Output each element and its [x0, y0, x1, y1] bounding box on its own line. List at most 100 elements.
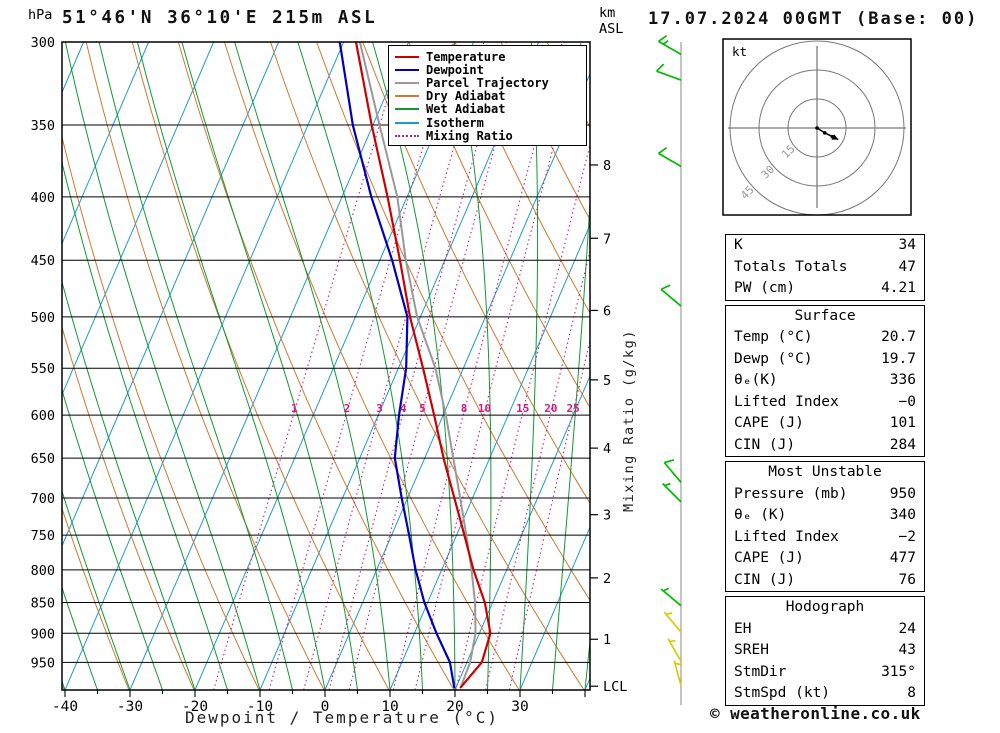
svg-text:450: 450 — [31, 253, 55, 269]
stat-value: 24 — [898, 620, 916, 637]
svg-text:10: 10 — [381, 699, 398, 715]
svg-text:400: 400 — [31, 190, 55, 206]
svg-text:350: 350 — [31, 118, 55, 134]
stat-label: SREH — [734, 642, 769, 658]
hodograph-table: Hodograph EH 24 SREH 43 StmDir 315° StmS… — [725, 596, 925, 706]
svg-text:30: 30 — [511, 699, 528, 715]
legend-item-dewpoint: Dewpoint — [395, 62, 581, 77]
altitude-unit-asl: ASL — [599, 21, 624, 37]
svg-text:2: 2 — [603, 571, 611, 587]
stat-value: 47 — [898, 258, 916, 275]
svg-text:kt: kt — [732, 44, 747, 59]
svg-text:15: 15 — [516, 402, 529, 415]
svg-text:3: 3 — [376, 402, 383, 415]
stat-label: CAPE (J) — [734, 415, 804, 431]
hodograph-table-title: Hodograph — [785, 599, 865, 615]
altitude-unit-km: km — [599, 5, 616, 21]
stats-panel: K 34 Totals Totals 47 PW (cm) 4.21 Surfa… — [725, 234, 925, 710]
stat-label: Totals Totals — [734, 258, 848, 275]
surface-table: Surface Temp (°C) 20.7 Dewp (°C) 19.7 θₑ… — [725, 304, 925, 457]
stat-value: 477 — [889, 550, 916, 566]
legend-swatch-dry-adiabat — [395, 95, 419, 98]
table-row: Totals Totals 47 — [726, 257, 924, 279]
stat-label: CIN (J) — [734, 436, 796, 453]
legend-swatch-parcel — [395, 81, 419, 84]
svg-text:25: 25 — [566, 402, 579, 415]
svg-text:20: 20 — [544, 402, 557, 415]
table-row: Lifted Index −0 — [726, 392, 924, 414]
svg-text:700: 700 — [31, 491, 55, 507]
svg-text:10: 10 — [478, 402, 491, 415]
svg-text:500: 500 — [31, 310, 55, 326]
legend-swatch-isotherm — [395, 121, 419, 124]
indices-table: K 34 Totals Totals 47 PW (cm) 4.21 — [725, 234, 925, 301]
svg-text:3: 3 — [603, 508, 611, 524]
stat-value: 101 — [889, 415, 916, 431]
svg-text:45: 45 — [738, 183, 757, 202]
svg-text:20: 20 — [446, 699, 463, 715]
svg-text:-10: -10 — [247, 699, 273, 715]
stat-label: Dewp (°C) — [734, 350, 813, 367]
legend-label-dry-adiabat: Dry Adiabat — [426, 89, 506, 104]
svg-text:15: 15 — [779, 142, 798, 161]
legend-item-mixing-ratio: Mixing Ratio — [395, 129, 581, 143]
legend-label-wet-adiabat: Wet Adiabat — [426, 102, 506, 117]
svg-text:2: 2 — [344, 402, 351, 415]
legend-item-isotherm: Isotherm — [395, 115, 581, 130]
svg-text:950: 950 — [31, 655, 55, 671]
svg-text:300: 300 — [31, 35, 55, 51]
legend-label-temperature: Temperature — [426, 49, 506, 64]
svg-text:850: 850 — [31, 596, 55, 612]
skewt-chart: 3003504004505005506006507007508008509009… — [31, 34, 682, 727]
svg-text:0: 0 — [321, 699, 330, 715]
stat-label: EH — [734, 620, 752, 637]
altitude-axis-unit: km ASL — [599, 5, 623, 37]
svg-text:900: 900 — [31, 626, 55, 642]
svg-text:550: 550 — [31, 361, 55, 377]
stat-value: 8 — [907, 685, 916, 701]
svg-text:800: 800 — [31, 563, 55, 579]
legend-item-dry-adiabat: Dry Adiabat — [395, 89, 581, 104]
legend-label-isotherm: Isotherm — [426, 115, 484, 130]
stat-value: 34 — [898, 237, 916, 253]
table-row: CAPE (J) 477 — [726, 548, 924, 570]
svg-text:Mixing Ratio (g/kg): Mixing Ratio (g/kg) — [621, 329, 637, 512]
svg-text:Dewpoint / Temperature (°C): Dewpoint / Temperature (°C) — [185, 708, 499, 727]
svg-text:750: 750 — [31, 528, 55, 544]
stat-value: 20.7 — [881, 329, 916, 345]
legend-item-parcel: Parcel Trajectory — [395, 76, 581, 90]
table-row: Pressure (mb) 950 — [726, 484, 924, 506]
svg-text:7: 7 — [603, 231, 611, 247]
svg-text:1: 1 — [291, 402, 298, 415]
svg-text:5: 5 — [603, 373, 611, 389]
legend-item-wet-adiabat: Wet Adiabat — [395, 102, 581, 117]
svg-text:30: 30 — [759, 163, 778, 182]
copyright: © weatheronline.co.uk — [710, 704, 921, 723]
datetime-label: 17.07.2024 00GMT (Base: 00) — [648, 9, 979, 29]
stat-label: StmDir — [734, 663, 787, 680]
svg-text:600: 600 — [31, 408, 55, 424]
legend-label-dewpoint: Dewpoint — [426, 62, 484, 77]
table-row: StmSpd (kt) 8 — [726, 683, 924, 705]
legend-swatch-mixing-ratio — [395, 134, 419, 137]
stat-value: 336 — [889, 372, 916, 388]
stat-label: CAPE (J) — [734, 550, 804, 566]
svg-text:-40: -40 — [52, 699, 78, 715]
table-row: CIN (J) 76 — [726, 570, 924, 592]
stat-value: 4.21 — [881, 280, 916, 296]
most-unstable-title: Most Unstable — [768, 464, 882, 480]
stat-value: −0 — [898, 393, 916, 410]
stat-label: Pressure (mb) — [734, 485, 848, 502]
stat-label: StmSpd (kt) — [734, 685, 831, 701]
legend-item-temperature: Temperature — [395, 49, 581, 64]
table-row: Dewp (°C) 19.7 — [726, 349, 924, 371]
svg-text:8: 8 — [461, 402, 468, 415]
stat-value: 76 — [898, 571, 916, 588]
table-row: PW (cm) 4.21 — [726, 278, 924, 300]
stat-label: θₑ(K) — [734, 372, 778, 388]
table-row: EH 24 — [726, 619, 924, 641]
table-row: StmDir 315° — [726, 662, 924, 684]
svg-text:650: 650 — [31, 451, 55, 467]
